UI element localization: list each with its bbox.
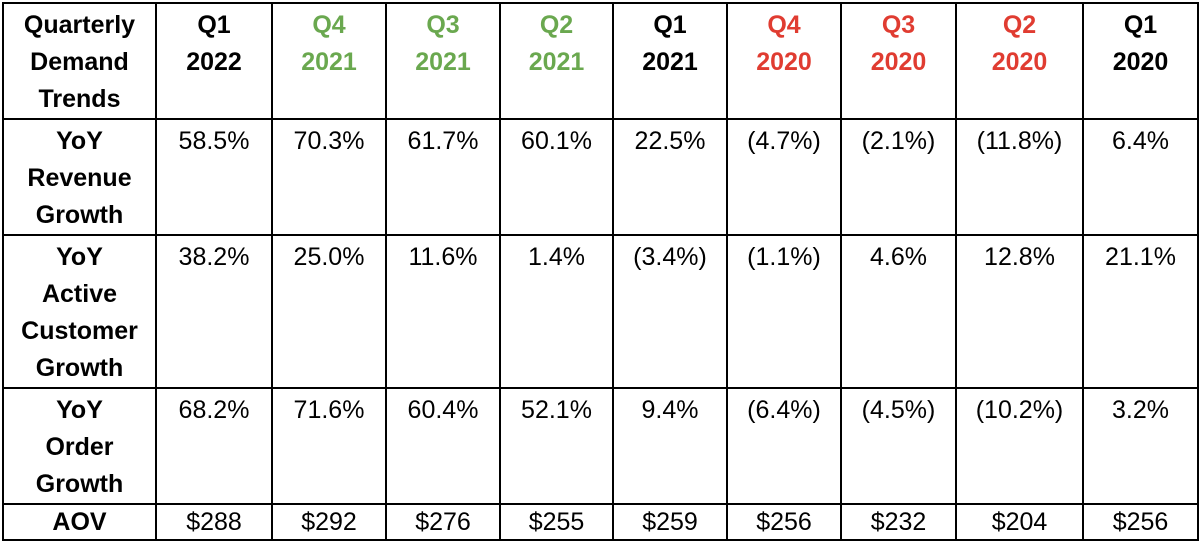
row-label-line: Growth	[35, 354, 124, 382]
table-cell: $292	[271, 503, 387, 541]
column-header-q4-2021: Q4 2021	[271, 2, 387, 120]
column-header-q3-2021: Q3 2021	[385, 2, 501, 120]
corner-header-cell: Quarterly Demand Trends	[2, 2, 157, 120]
table-cell: $232	[840, 503, 957, 541]
corner-line: Trends	[38, 85, 121, 113]
row-label-line: Customer	[21, 317, 138, 345]
column-year: 2020	[1112, 48, 1169, 76]
table-cell: 70.3%	[271, 118, 387, 236]
table-cell: $255	[499, 503, 614, 541]
row-label-active-customer-growth: YoY Active Customer Growth	[2, 234, 157, 389]
table-cell: (1.1%)	[726, 234, 842, 389]
table-cell: (4.7%)	[726, 118, 842, 236]
table-cell: 12.8%	[955, 234, 1084, 389]
table-cell: (2.1%)	[840, 118, 957, 236]
table-row-revenue-growth: YoY Revenue Growth 58.5% 70.3% 61.7% 60.…	[2, 118, 1199, 236]
table-cell: (6.4%)	[726, 387, 842, 505]
column-header-q1-2022: Q1 2022	[155, 2, 273, 120]
table-row-active-customer-growth: YoY Active Customer Growth 38.2% 25.0% 1…	[2, 234, 1199, 389]
table-cell: (3.4%)	[612, 234, 728, 389]
column-year: 2020	[756, 48, 812, 76]
table-cell: $276	[385, 503, 501, 541]
row-label-line: Growth	[35, 470, 124, 498]
column-header-q2-2020: Q2 2020	[955, 2, 1084, 120]
table-cell: $204	[955, 503, 1084, 541]
column-header-q3-2020: Q3 2020	[840, 2, 957, 120]
row-label-order-growth: YoY Order Growth	[2, 387, 157, 505]
column-quarter: Q2	[1002, 11, 1037, 39]
table-cell: 60.1%	[499, 118, 614, 236]
table-cell: 68.2%	[155, 387, 273, 505]
table-cell: 1.4%	[499, 234, 614, 389]
column-header-q2-2021: Q2 2021	[499, 2, 614, 120]
column-header-q1-2020: Q1 2020	[1082, 2, 1199, 120]
row-label-line: YoY	[56, 396, 103, 424]
table-cell: (4.5%)	[840, 387, 957, 505]
table-cell: (11.8%)	[955, 118, 1084, 236]
table-cell: 9.4%	[612, 387, 728, 505]
table-cell: 52.1%	[499, 387, 614, 505]
table-cell: 38.2%	[155, 234, 273, 389]
column-year: 2021	[528, 48, 585, 76]
column-quarter: Q3	[426, 11, 460, 39]
table-cell: (10.2%)	[955, 387, 1084, 505]
table-row-aov: AOV $288 $292 $276 $255 $259 $256 $232 $…	[2, 503, 1199, 541]
corner-line: Quarterly	[23, 11, 136, 39]
column-year: 2021	[301, 48, 357, 76]
table-cell: 3.2%	[1082, 387, 1199, 505]
table-cell: $256	[1082, 503, 1199, 541]
table-cell: 60.4%	[385, 387, 501, 505]
column-header-q4-2020: Q4 2020	[726, 2, 842, 120]
table-cell: $256	[726, 503, 842, 541]
column-quarter: Q4	[312, 11, 346, 39]
table-cell: 25.0%	[271, 234, 387, 389]
table-cell: $288	[155, 503, 273, 541]
column-quarter: Q1	[653, 11, 687, 39]
table-cell: 11.6%	[385, 234, 501, 389]
column-header-q1-2021: Q1 2021	[612, 2, 728, 120]
header-row: Quarterly Demand Trends Q1 2022 Q4 2021 …	[2, 2, 1199, 120]
row-label-revenue-growth: YoY Revenue Growth	[2, 118, 157, 236]
row-label-line: AOV	[52, 508, 107, 536]
table-row-order-growth: YoY Order Growth 68.2% 71.6% 60.4% 52.1%…	[2, 387, 1199, 505]
row-label-line: YoY	[56, 127, 103, 155]
table-cell: $259	[612, 503, 728, 541]
column-quarter: Q1	[1123, 11, 1158, 39]
row-label-line: Order	[45, 433, 114, 461]
column-year: 2021	[415, 48, 471, 76]
row-label-line: YoY	[56, 243, 103, 271]
column-year: 2020	[991, 48, 1048, 76]
table-cell: 21.1%	[1082, 234, 1199, 389]
column-year: 2020	[870, 48, 927, 76]
row-label-aov: AOV	[2, 503, 157, 541]
column-quarter: Q2	[539, 11, 574, 39]
table-cell: 58.5%	[155, 118, 273, 236]
column-quarter: Q1	[197, 11, 231, 39]
row-label-line: Revenue	[27, 164, 132, 192]
row-label-line: Growth	[35, 201, 124, 229]
table-cell: 4.6%	[840, 234, 957, 389]
corner-line: Demand	[30, 48, 129, 76]
column-quarter: Q4	[767, 11, 801, 39]
table-cell: 6.4%	[1082, 118, 1199, 236]
column-quarter: Q3	[881, 11, 916, 39]
row-label-line: Active	[41, 280, 118, 308]
table-cell: 61.7%	[385, 118, 501, 236]
column-year: 2021	[642, 48, 698, 76]
column-year: 2022	[186, 48, 242, 76]
table-cell: 71.6%	[271, 387, 387, 505]
table-cell: 22.5%	[612, 118, 728, 236]
